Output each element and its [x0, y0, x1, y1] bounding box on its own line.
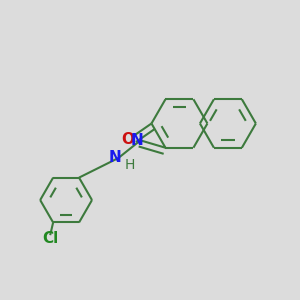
- Text: Cl: Cl: [42, 231, 58, 246]
- Text: H: H: [124, 158, 135, 172]
- Text: O: O: [122, 132, 134, 147]
- Text: N: N: [131, 133, 144, 148]
- Text: N: N: [108, 150, 121, 165]
